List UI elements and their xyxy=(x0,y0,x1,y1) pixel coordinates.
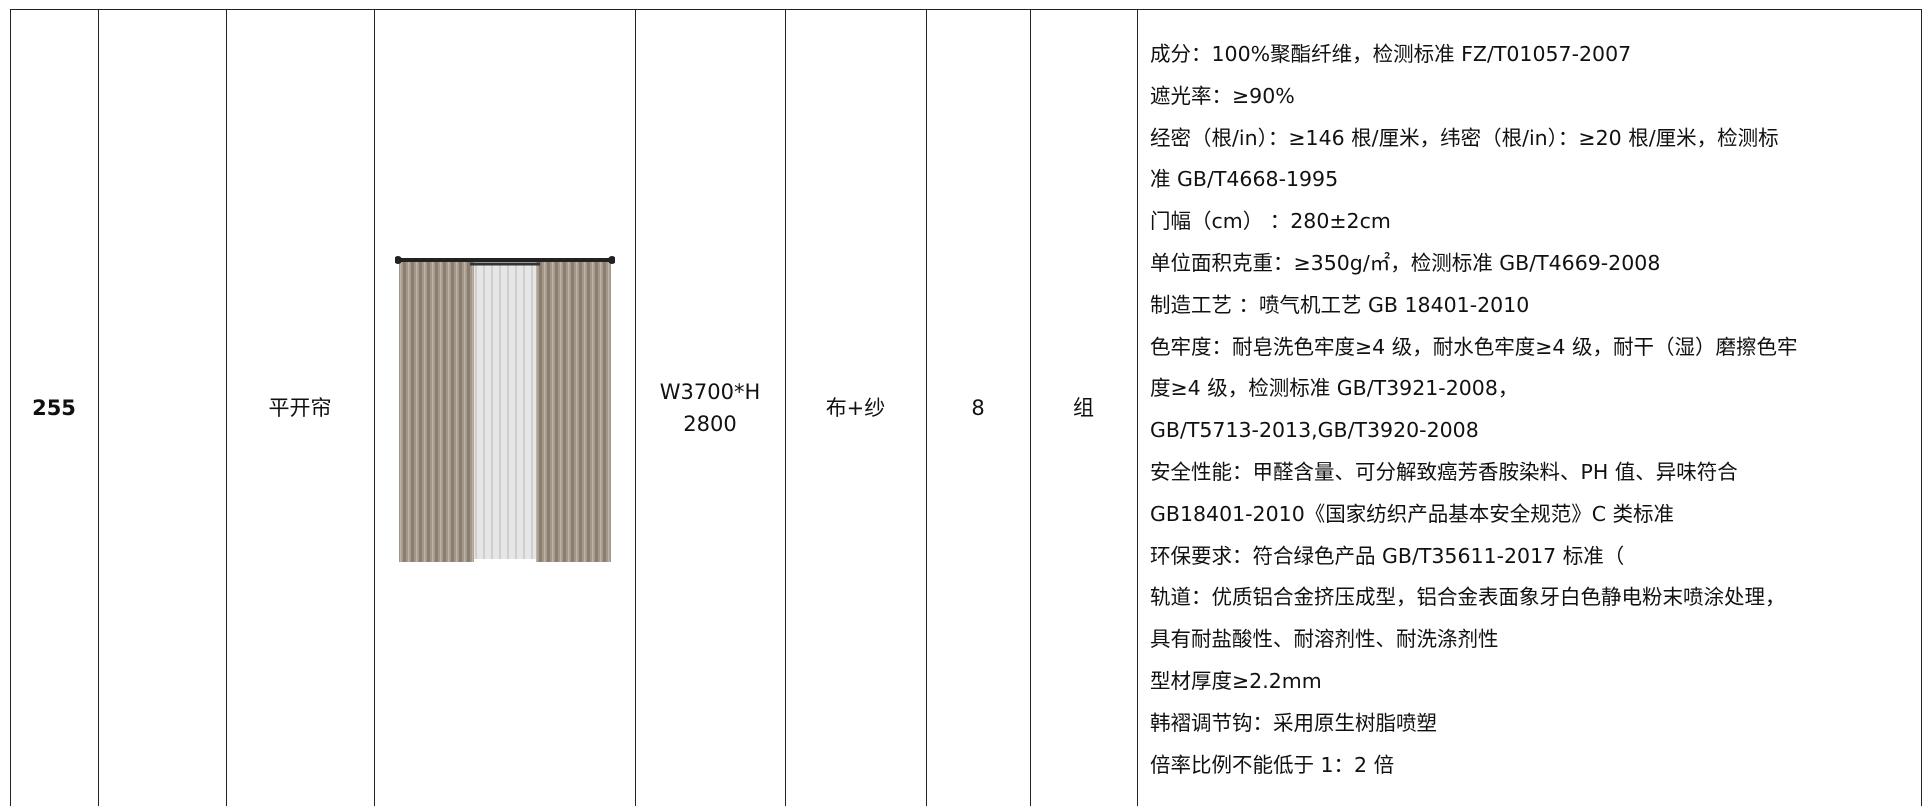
row-border xyxy=(10,9,1922,10)
col-border xyxy=(10,9,11,806)
spec-line: 经密（根/in）：≥146 根/厘米，纬密（根/in）：≥20 根/厘米，检测标 xyxy=(1150,125,1779,150)
size-cell: W3700*H 2800 xyxy=(635,9,785,806)
spec-line: 环保要求：符合绿色产品 GB/T35611-2017 标准（ xyxy=(1150,543,1625,568)
spec-line: 度≥4 级，检测标准 GB/T3921-2008， xyxy=(1150,376,1519,401)
spec-line: 轨道：优质铝合金挤压成型，铝合金表面象牙白色静电粉末喷涂处理， xyxy=(1150,585,1786,610)
col-border xyxy=(785,9,786,806)
spec-line: GB/T5713-2013,GB/T3920-2008 xyxy=(1150,418,1479,443)
id-cell: 255 xyxy=(10,9,98,806)
spec-line: 倍率比例不能低于 1：2 倍 xyxy=(1150,752,1395,777)
spec-line: 单位面积克重：≥350g/㎡，检测标准 GB/T4669-2008 xyxy=(1150,250,1661,275)
image-cell xyxy=(374,9,635,806)
col-border xyxy=(98,9,99,806)
spec-line: 门幅（cm） ：280±2cm xyxy=(1150,209,1391,234)
material: 布+纱 xyxy=(825,395,886,420)
col-border xyxy=(1137,9,1138,806)
spec-cell: 成分：100%聚酯纤维，检测标准 FZ/T01057-2007 遮光率：≥90% 经… xyxy=(1150,34,1797,786)
spec-line: 制造工艺 ：喷气机工艺 GB 18401-2010 xyxy=(1150,292,1530,317)
unit: 组 xyxy=(1073,395,1094,420)
col-border xyxy=(926,9,927,806)
spec-line: 韩褶调节钩：采用原生树脂喷塑 xyxy=(1150,710,1437,735)
name-cell: 平开帘 xyxy=(226,9,374,806)
unit-cell: 组 xyxy=(1030,9,1137,806)
quantity-cell: 8 xyxy=(926,9,1030,806)
name: 平开帘 xyxy=(268,395,332,420)
spec-line: 型材厚度≥2.2mm xyxy=(1150,668,1322,693)
col-border xyxy=(226,9,227,806)
spec-line: 成分：100%聚酯纤维，检测标准 FZ/T01057-2007 xyxy=(1150,42,1632,66)
size-line: 2800 xyxy=(683,411,737,436)
spec-line: 遮光率：≥90% xyxy=(1150,83,1295,108)
quantity: 8 xyxy=(971,395,985,420)
id: 255 xyxy=(32,395,76,420)
col-border xyxy=(635,9,636,806)
spec-line: 准 GB/T4668-1995 xyxy=(1150,167,1339,192)
col-border xyxy=(374,9,375,806)
size-line: W3700*H xyxy=(659,379,761,404)
spec-line: 具有耐盐酸性、耐溶剂性、耐洗涤剂性 xyxy=(1150,627,1499,652)
col-border xyxy=(1921,9,1922,806)
spec-line: 安全性能：甲醛含量、可分解致癌芳香胺染料、PH 值、异味符合 xyxy=(1150,459,1738,484)
material-cell: 布+纱 xyxy=(785,9,926,806)
spec-line: GB18401-2010《国家纺织产品基本安全规范》C 类标准 xyxy=(1150,501,1675,526)
col-border xyxy=(1030,9,1031,806)
curtain-image xyxy=(394,255,615,562)
spec-line: 色牢度：耐皂洗色牢度≥4 级，耐水色牢度≥4 级，耐干（湿）磨擦色牢 xyxy=(1150,334,1798,359)
